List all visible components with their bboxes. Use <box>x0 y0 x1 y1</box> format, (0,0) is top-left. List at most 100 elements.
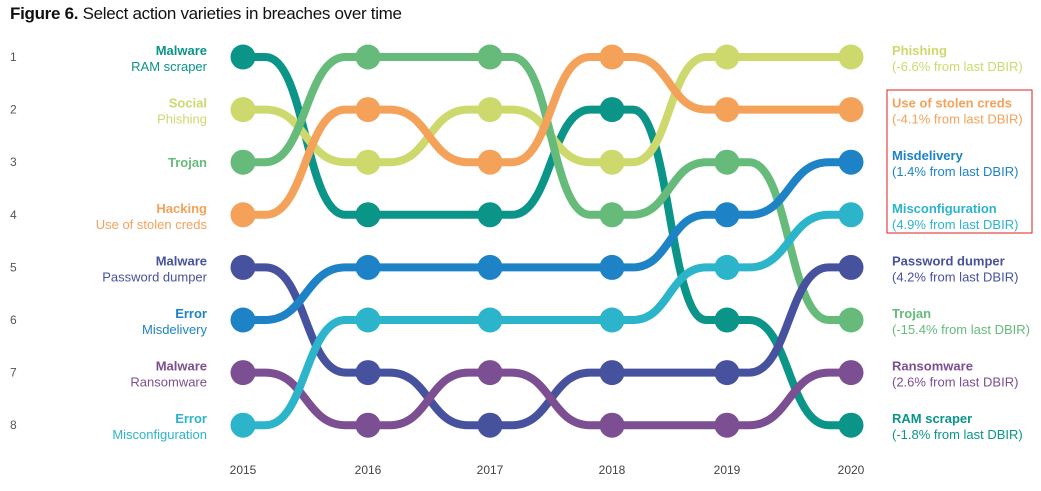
data-point <box>477 412 503 438</box>
start-label-category: Error <box>175 411 207 426</box>
start-label-category: Malware <box>156 359 207 374</box>
start-label-variety: Misdelivery <box>142 322 208 337</box>
data-point <box>838 254 864 280</box>
year-label: 2019 <box>714 463 741 477</box>
data-point <box>355 307 381 333</box>
data-point <box>477 254 503 280</box>
end-label-variety: Ransomware <box>892 359 973 374</box>
data-point <box>230 44 256 70</box>
data-point <box>714 149 740 175</box>
data-point <box>838 202 864 228</box>
rank-label: 2 <box>10 103 17 117</box>
data-point <box>477 202 503 228</box>
data-point <box>714 307 740 333</box>
data-point <box>477 360 503 386</box>
end-label-change: (-6.6% from last DBIR) <box>892 59 1023 74</box>
start-label-variety: Misconfiguration <box>112 427 207 442</box>
end-label-variety: Misdelivery <box>892 148 964 163</box>
data-point <box>714 97 740 123</box>
year-label: 2015 <box>230 463 257 477</box>
year-label: 2020 <box>838 463 865 477</box>
data-point <box>230 360 256 386</box>
data-point <box>355 202 381 228</box>
series-line <box>239 53 855 430</box>
highlight-box <box>886 89 1033 234</box>
data-point <box>355 97 381 123</box>
end-label-variety: RAM scraper <box>892 411 972 426</box>
data-point <box>599 97 625 123</box>
series-line <box>239 52 855 324</box>
end-label-change: (-4.1% from last DBIR) <box>892 112 1023 127</box>
end-label-change: (2.6% from last DBIR) <box>892 375 1018 390</box>
end-label-variety: Password dumper <box>892 253 1005 268</box>
data-point <box>599 44 625 70</box>
data-point <box>599 202 625 228</box>
rank-label: 8 <box>10 418 17 432</box>
data-point <box>599 307 625 333</box>
data-point <box>838 360 864 386</box>
start-label-category: Social <box>169 96 207 111</box>
end-label-variety: Phishing <box>892 43 947 58</box>
data-point <box>230 307 256 333</box>
end-label-change: (4.2% from last DBIR) <box>892 269 1018 284</box>
year-label: 2017 <box>477 463 504 477</box>
start-label-category: Hacking <box>156 201 207 216</box>
data-point <box>355 360 381 386</box>
data-point <box>714 360 740 386</box>
rank-label: 5 <box>10 260 17 274</box>
data-point <box>838 44 864 70</box>
end-label-change: (-15.4% from last DBIR) <box>892 322 1030 337</box>
data-point <box>355 44 381 70</box>
start-label-category: Error <box>175 306 207 321</box>
data-point <box>230 254 256 280</box>
data-point <box>714 254 740 280</box>
series-line <box>239 158 855 324</box>
data-point <box>230 97 256 123</box>
data-point <box>838 97 864 123</box>
data-point <box>714 202 740 228</box>
data-point <box>599 412 625 438</box>
rank-label: 7 <box>10 366 17 380</box>
data-point <box>477 307 503 333</box>
end-label-change: (4.9% from last DBIR) <box>892 217 1018 232</box>
end-label-variety: Trojan <box>892 306 931 321</box>
start-label-variety: Phishing <box>157 112 207 127</box>
data-point <box>230 149 256 175</box>
series-line <box>239 368 855 430</box>
data-point <box>599 149 625 175</box>
data-point <box>838 149 864 175</box>
data-point <box>355 254 381 280</box>
data-point <box>230 412 256 438</box>
data-point <box>599 360 625 386</box>
series-line <box>239 263 855 430</box>
data-point <box>477 44 503 70</box>
series-misconfiguration: ErrorMisconfigurationMisconfiguration(4.… <box>112 201 1018 442</box>
data-point <box>355 412 381 438</box>
start-label-variety: Password dumper <box>102 269 207 284</box>
end-label-variety: Use of stolen creds <box>892 96 1012 111</box>
end-label-change: (-1.8% from last DBIR) <box>892 427 1023 442</box>
data-point <box>714 44 740 70</box>
data-point <box>355 149 381 175</box>
rank-label: 3 <box>10 155 17 169</box>
rank-label: 1 <box>10 50 17 64</box>
end-label-change: (1.4% from last DBIR) <box>892 164 1018 179</box>
start-label-category: Malware <box>156 43 207 58</box>
figure-caption: Select action varieties in breaches over… <box>82 4 402 23</box>
data-point <box>714 412 740 438</box>
figure-title: Figure 6. Select action varieties in bre… <box>10 4 402 24</box>
start-label-variety: Use of stolen creds <box>96 217 208 232</box>
figure-number: Figure 6. <box>10 4 79 23</box>
start-label-variety: Ransomware <box>130 375 207 390</box>
end-label-variety: Misconfiguration <box>892 201 997 216</box>
rank-label: 4 <box>10 208 17 222</box>
year-label: 2018 <box>599 463 626 477</box>
